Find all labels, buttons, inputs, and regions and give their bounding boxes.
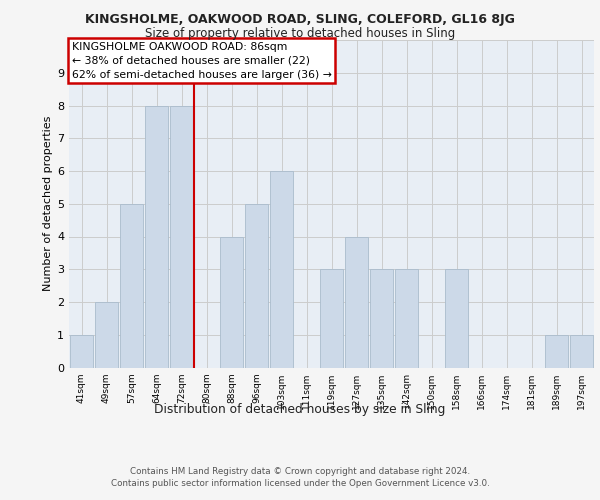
Bar bbox=[269, 171, 293, 368]
Text: Contains public sector information licensed under the Open Government Licence v3: Contains public sector information licen… bbox=[110, 479, 490, 488]
Bar bbox=[170, 106, 193, 368]
Bar bbox=[320, 269, 343, 368]
Bar bbox=[220, 236, 244, 368]
Bar bbox=[145, 106, 169, 368]
Bar bbox=[95, 302, 118, 368]
Bar bbox=[70, 335, 94, 368]
Bar bbox=[545, 335, 568, 368]
Bar bbox=[245, 204, 268, 368]
Text: Contains HM Land Registry data © Crown copyright and database right 2024.: Contains HM Land Registry data © Crown c… bbox=[130, 468, 470, 476]
Text: KINGSHOLME, OAKWOOD ROAD, SLING, COLEFORD, GL16 8JG: KINGSHOLME, OAKWOOD ROAD, SLING, COLEFOR… bbox=[85, 12, 515, 26]
Bar bbox=[445, 269, 469, 368]
Y-axis label: Number of detached properties: Number of detached properties bbox=[43, 116, 53, 292]
Text: Size of property relative to detached houses in Sling: Size of property relative to detached ho… bbox=[145, 28, 455, 40]
Text: KINGSHOLME OAKWOOD ROAD: 86sqm
← 38% of detached houses are smaller (22)
62% of : KINGSHOLME OAKWOOD ROAD: 86sqm ← 38% of … bbox=[71, 42, 331, 80]
Bar bbox=[395, 269, 418, 368]
Bar bbox=[370, 269, 394, 368]
Bar bbox=[119, 204, 143, 368]
Bar bbox=[344, 236, 368, 368]
Text: Distribution of detached houses by size in Sling: Distribution of detached houses by size … bbox=[154, 402, 446, 415]
Bar bbox=[569, 335, 593, 368]
